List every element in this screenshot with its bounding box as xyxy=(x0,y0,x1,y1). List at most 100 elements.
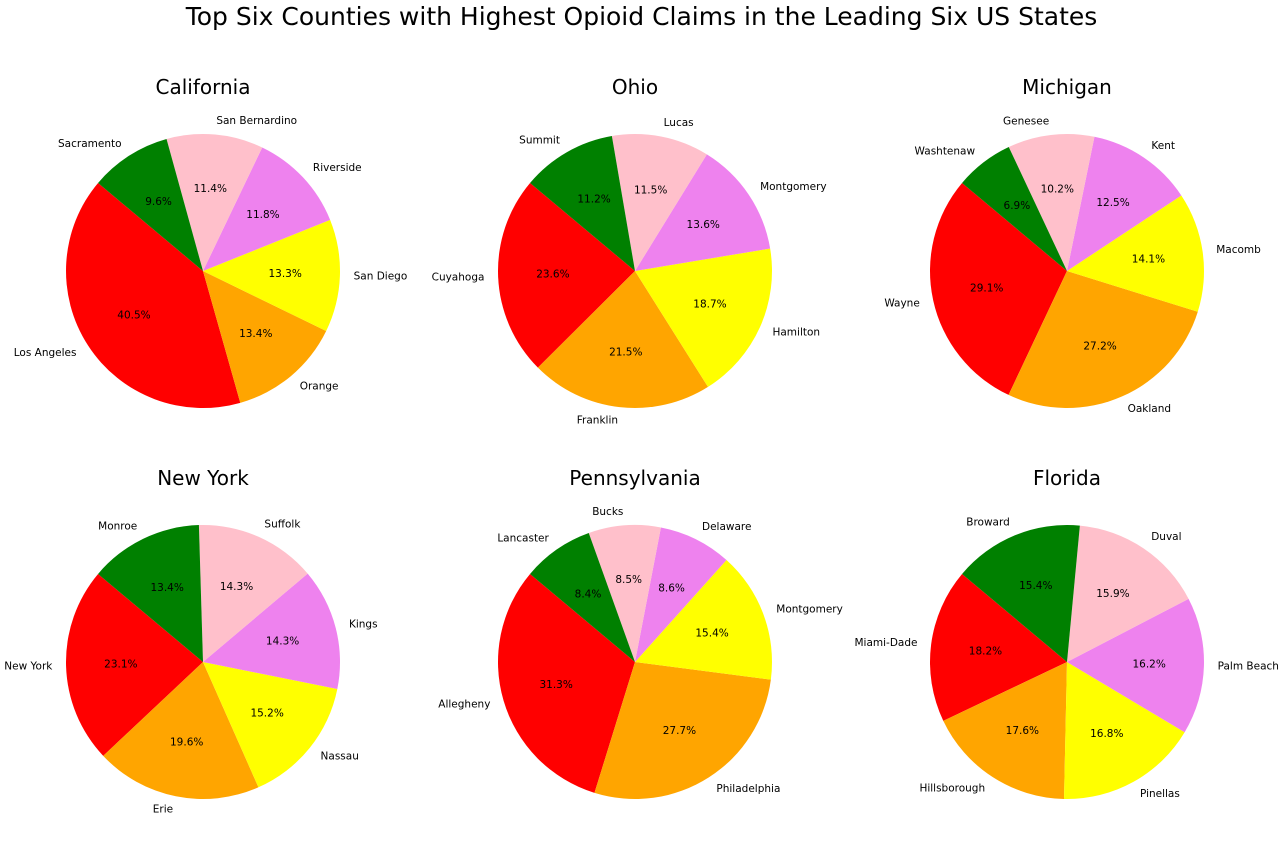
slice-percent-label: 11.5% xyxy=(634,184,667,196)
slice-percent-label: 31.3% xyxy=(539,679,572,691)
pie-slice-bucks xyxy=(588,524,661,662)
pie-california: California Los Angeles 40.5% Orange 13.4% San… xyxy=(14,75,408,408)
slice-percent-label: 11.4% xyxy=(194,183,227,195)
pie-slice-riverside xyxy=(203,147,331,271)
pie-title: Michigan xyxy=(1022,75,1112,99)
slice-label: Lucas xyxy=(664,117,694,129)
slice-label: Washtenaw xyxy=(915,146,976,158)
slice-label: Montgomery xyxy=(776,604,843,616)
slice-label: Philadelphia xyxy=(716,783,780,795)
pie-slice-sacramento xyxy=(98,138,203,271)
slice-label: Macomb xyxy=(1216,244,1261,256)
slice-label: Hillsborough xyxy=(919,783,985,795)
slice-percent-label: 27.2% xyxy=(1083,340,1116,352)
pie-florida: Florida Miami-Dade 18.2% Hillsborough 17.6% P… xyxy=(855,466,1279,800)
pie-slice-pinellas xyxy=(1064,662,1185,800)
slice-percent-label: 15.2% xyxy=(250,707,283,719)
slice-label: Cuyahoga xyxy=(432,271,485,283)
pie-slice-miami-dade xyxy=(930,573,1067,721)
pie-title: Ohio xyxy=(612,75,658,99)
pie-slice-erie xyxy=(103,662,259,800)
slice-percent-label: 17.6% xyxy=(1006,725,1039,737)
slice-percent-label: 23.6% xyxy=(536,269,569,281)
pie-slice-broward xyxy=(962,524,1080,662)
pie-slice-kent xyxy=(1067,136,1182,271)
pie-slice-wayne xyxy=(929,182,1067,395)
slice-label: Lancaster xyxy=(497,532,549,544)
slice-label: Sacramento xyxy=(58,138,122,150)
slice-percent-label: 15.4% xyxy=(695,627,728,639)
slice-label: Kings xyxy=(349,618,378,630)
pie-slice-summit xyxy=(530,135,635,271)
slice-percent-label: 12.5% xyxy=(1096,197,1129,209)
slice-percent-label: 14.1% xyxy=(1132,253,1165,265)
slice-label: San Diego xyxy=(354,270,408,282)
slice-percent-label: 11.8% xyxy=(246,209,279,221)
slice-label: Orange xyxy=(300,381,339,393)
slice-percent-label: 8.6% xyxy=(658,582,685,594)
slice-percent-label: 13.6% xyxy=(687,219,720,231)
slice-percent-label: 9.6% xyxy=(145,196,172,208)
slice-percent-label: 8.4% xyxy=(575,589,602,601)
slice-label: Summit xyxy=(519,134,560,146)
slice-percent-label: 13.4% xyxy=(239,328,272,340)
slice-label: Wayne xyxy=(884,297,919,309)
pie-slice-macomb xyxy=(1067,195,1205,312)
slice-label: Pinellas xyxy=(1140,788,1180,800)
slice-percent-label: 18.7% xyxy=(693,299,726,311)
pie-slice-kings xyxy=(203,573,341,689)
pie-pennsylvania: Pennsylvania Allegheny 31.3% Philadelphia 27… xyxy=(438,466,843,800)
slice-label: Palm Beach xyxy=(1218,660,1279,672)
pie-slice-montgomery xyxy=(635,154,771,271)
pie-slice-allegheny xyxy=(497,573,635,793)
pie-title: Florida xyxy=(1033,466,1101,490)
pie-slice-hillsborough xyxy=(943,662,1067,799)
slice-label: Montgomery xyxy=(760,181,827,193)
pie-slice-cuyahoga xyxy=(498,182,635,368)
slice-percent-label: 15.9% xyxy=(1096,588,1129,600)
slice-percent-label: 21.5% xyxy=(609,347,642,359)
slice-label: Suffolk xyxy=(264,518,301,530)
pie-slice-montgomery xyxy=(635,560,772,680)
slice-percent-label: 6.9% xyxy=(1004,200,1031,212)
slice-label: Miami-Dade xyxy=(855,637,918,649)
pie-slice-lucas xyxy=(611,134,707,271)
pie-slice-los-angeles xyxy=(66,182,241,408)
pie-slice-san-bernardino xyxy=(166,133,263,271)
slice-label: Nassau xyxy=(321,750,359,762)
pie-slice-genesee xyxy=(1008,134,1095,271)
pie-slice-new-york xyxy=(65,573,203,756)
slice-percent-label: 16.8% xyxy=(1090,728,1123,740)
slice-percent-label: 13.4% xyxy=(150,582,183,594)
slice-label: Franklin xyxy=(577,415,618,427)
figure-title: Top Six Counties with Highest Opioid Cla… xyxy=(185,2,1098,31)
slice-percent-label: 11.2% xyxy=(577,194,610,206)
slice-percent-label: 8.5% xyxy=(615,574,642,586)
slice-label: Kent xyxy=(1151,140,1175,152)
pie-slice-franklin xyxy=(537,271,708,408)
pie-michigan: Michigan Wayne 29.1% Oakland 27.2% Macomb 14.1… xyxy=(884,75,1261,415)
pie-slice-san-diego xyxy=(203,219,341,331)
slice-label: Bucks xyxy=(592,506,623,518)
pie-slice-orange xyxy=(203,271,327,403)
slice-percent-label: 18.2% xyxy=(969,646,1002,658)
slice-label: Los Angeles xyxy=(14,347,77,359)
slice-percent-label: 10.2% xyxy=(1041,183,1074,195)
pie-slice-philadelphia xyxy=(594,662,771,800)
slice-label: Monroe xyxy=(98,520,137,532)
slice-percent-label: 13.3% xyxy=(268,268,301,280)
pie-new-york: New York New York 23.1% Erie 19.6% Nassau 15.2… xyxy=(4,466,377,816)
slice-percent-label: 23.1% xyxy=(104,658,137,670)
pie-title: Pennsylvania xyxy=(569,466,700,490)
slice-label: Delaware xyxy=(702,521,751,533)
slice-label: Duval xyxy=(1151,531,1181,543)
pie-slice-washtenaw xyxy=(962,147,1067,271)
pie-slice-hamilton xyxy=(635,248,772,387)
slice-label: Broward xyxy=(966,517,1010,529)
pie-slice-palm-beach xyxy=(1067,598,1204,733)
slice-label: New York xyxy=(4,660,53,672)
pie-slice-delaware xyxy=(635,527,727,662)
slice-percent-label: 14.3% xyxy=(220,581,253,593)
slice-percent-label: 27.7% xyxy=(663,725,696,737)
